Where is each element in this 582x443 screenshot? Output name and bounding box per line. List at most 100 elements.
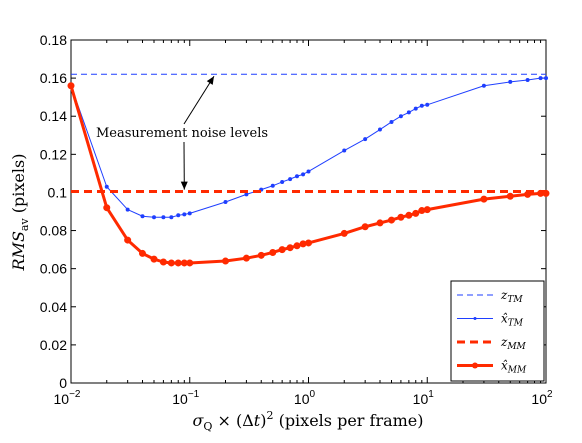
y-tick-label: 0.06: [40, 261, 67, 277]
series-layer: [67, 73, 550, 267]
series-point-3: [480, 195, 488, 203]
series-point-3: [186, 259, 194, 267]
y-tick-label: 0.18: [40, 32, 67, 48]
y-tick-label: 0.14: [40, 108, 67, 124]
legend-swatch-marker: [473, 317, 477, 320]
x-tick-label: 101: [413, 389, 435, 407]
legend-entry-label: zTM: [500, 288, 523, 305]
x-tick-label: 10−1: [172, 389, 199, 407]
series-point-1: [419, 103, 424, 108]
y-label-sub: av: [18, 218, 31, 232]
series-point-1: [363, 137, 368, 142]
axis-labels-layer: σQ × (Δt)2 (pixels per frame) RMSav (pixe…: [9, 154, 424, 433]
series-point-3: [412, 209, 420, 217]
x-tick-exponent: −2: [69, 389, 81, 400]
series-point-1: [538, 76, 543, 81]
legend-entry-symbol: z: [500, 288, 508, 302]
legend-entry-subscript: MM: [507, 366, 527, 376]
x-tick-exponent: 2: [547, 389, 553, 400]
series-point-3: [167, 259, 175, 267]
x-label-sup: 2: [266, 409, 273, 422]
series-point-3: [524, 190, 532, 198]
y-tick-label: 0.16: [40, 70, 67, 86]
series-point-1: [152, 215, 157, 220]
annotation-arrow-line: [183, 75, 215, 125]
series-point-1: [481, 83, 486, 88]
x-axis-label: σQ × (Δt)2 (pixels per frame): [192, 409, 423, 433]
series-point-1: [104, 184, 109, 189]
x-tick-base: 10: [172, 391, 188, 407]
series-point-1: [280, 179, 285, 184]
series-point-3: [221, 257, 229, 265]
series-point-3: [257, 251, 265, 259]
x-tick-label: 102: [531, 389, 553, 407]
series-point-1: [389, 119, 394, 124]
x-label-sigma: σ: [192, 411, 204, 430]
y-tick-label: 0.04: [40, 299, 67, 315]
legend-entry-label: x̂TM: [501, 312, 524, 329]
x-label-paren: ): [260, 411, 266, 430]
series-point-1: [301, 172, 306, 177]
series-point-3: [286, 244, 294, 252]
legend-entry-label: x̂MM: [501, 359, 527, 376]
legend-entry-label: zMM: [500, 335, 527, 352]
series-point-3: [67, 82, 75, 90]
series-point-3: [293, 242, 301, 250]
x-label-t: t: [254, 411, 261, 430]
series-point-1: [306, 169, 311, 174]
series-point-1: [244, 192, 249, 197]
series-point-1: [125, 207, 130, 212]
series-point-1: [294, 174, 299, 179]
series-point-3: [138, 249, 146, 257]
series-point-1: [406, 110, 411, 115]
series-point-3: [159, 258, 167, 266]
x-label-unit: (pixels per frame): [273, 411, 423, 430]
series-point-3: [124, 236, 132, 244]
series-point-1: [342, 148, 347, 153]
series-point-1: [270, 183, 275, 188]
legend-swatch-marker: [472, 362, 478, 369]
y-tick-label: 0.08: [40, 223, 67, 239]
legend-entry-symbol: x̂: [501, 359, 508, 373]
series-point-1: [425, 102, 430, 107]
series-point-1: [176, 213, 181, 218]
y-tick-label: 0.12: [40, 146, 67, 162]
y-label-main: RMS: [9, 231, 28, 271]
y-tick-label: 0: [59, 375, 67, 391]
series-point-3: [423, 206, 431, 214]
series-point-1: [508, 79, 513, 84]
y-tick-label: 0.02: [40, 337, 67, 353]
series-point-3: [278, 246, 286, 254]
series-point-1: [398, 114, 403, 119]
x-tick-base: 10: [413, 391, 429, 407]
series-point-1: [413, 106, 418, 111]
annotation-arrowhead: [180, 181, 188, 190]
series-point-1: [187, 211, 192, 216]
ticks-layer: 00.020.040.060.080.10.120.140.160.1810−2…: [40, 32, 553, 407]
x-tick-base: 10: [294, 391, 310, 407]
series-point-3: [361, 223, 369, 231]
series-point-3: [103, 204, 111, 212]
series-point-3: [340, 229, 348, 237]
x-tick-exponent: 0: [310, 389, 316, 400]
x-tick-base: 10: [54, 391, 70, 407]
series-point-3: [305, 239, 312, 247]
series-point-3: [174, 259, 182, 267]
y-axis-label: RMSav (pixels): [9, 154, 31, 272]
x-tick-label: 100: [294, 389, 316, 407]
series-point-1: [140, 214, 145, 219]
series-point-3: [269, 248, 277, 256]
series-point-3: [242, 254, 250, 262]
x-label-times: × (Δ: [212, 411, 253, 430]
legend-entry-subscript: TM: [508, 319, 524, 329]
series-point-1: [223, 199, 228, 204]
series-point-1: [182, 212, 187, 217]
x-tick-exponent: −1: [188, 389, 200, 400]
series-point-3: [405, 211, 413, 219]
series-point-3: [397, 213, 405, 221]
annotation-layer: Measurement noise levels: [96, 75, 268, 190]
legend-entry-symbol: z: [500, 335, 508, 349]
series-point-1: [288, 177, 293, 182]
